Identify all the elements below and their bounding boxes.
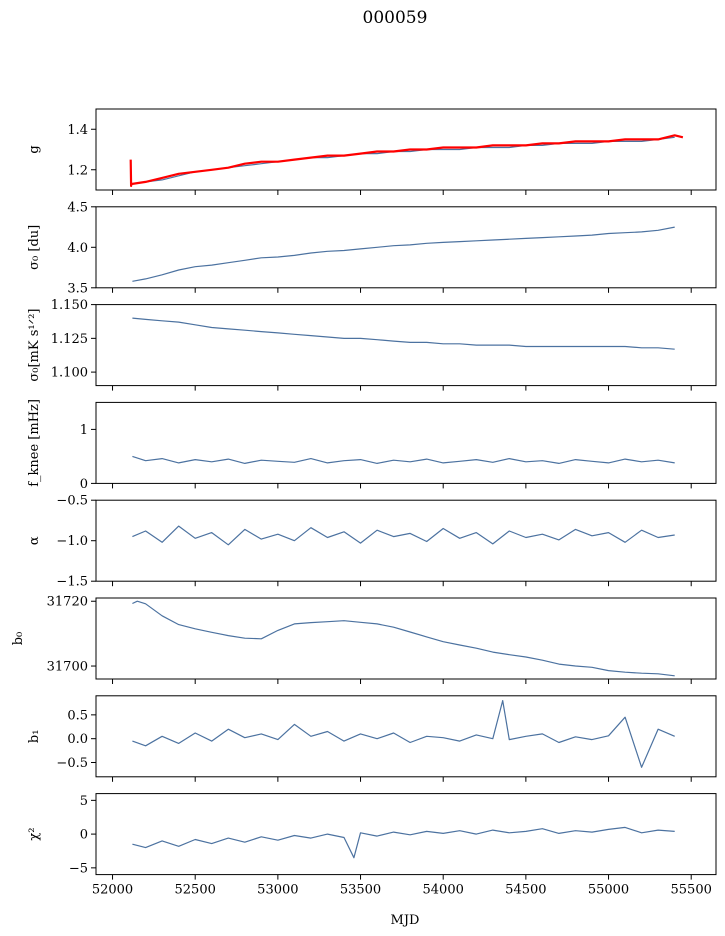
y-tick-label: 31720 (47, 595, 88, 610)
panel-1: 1.2 1.4 g (27, 108, 717, 195)
y-tick-label: 1.4 (67, 123, 88, 138)
panel-6: 31700 31720 b₀ (11, 595, 717, 684)
panel-8: −5 0 5 52000 52500 53000 53500 54000 54500 55000 5… (27, 793, 717, 898)
panel-7-y-axis-label: b₁ (27, 730, 42, 744)
panel-3-series-1 (132, 317, 675, 350)
x-tick-label: 55000 (588, 883, 629, 898)
y-tick-label: 1 (80, 423, 88, 438)
y-tick-label: 4.0 (67, 241, 88, 256)
panel-1-series-1 (132, 136, 675, 185)
y-tick-label: 1.125 (51, 332, 88, 347)
y-tick-label: 0.0 (67, 732, 88, 747)
panel-1-y-axis-label: g (27, 145, 42, 153)
panel-6-y-axis-label: b₀ (11, 632, 26, 646)
x-tick-label: 54000 (423, 883, 464, 898)
y-tick-label: 5 (80, 794, 88, 809)
panel-4-y-axis-label: f_knee [mHz] (27, 399, 42, 487)
x-tick-label: 52500 (175, 883, 216, 898)
panel-1-frame (95, 108, 717, 191)
panel-3-frame (95, 304, 717, 387)
y-tick-label: 1.2 (67, 163, 88, 178)
y-tick-label: 3.5 (67, 281, 88, 296)
panel-2: 3.5 4.0 4.5 σ₀ [du] (27, 200, 717, 296)
panel-8-series-1 (132, 826, 675, 859)
y-tick-label: 0 (80, 477, 88, 492)
panel-5: −1.5 −1.0 −0.5 α (27, 494, 717, 590)
panel-5-y-axis-label: α (27, 536, 42, 545)
panel-2-series-1 (132, 226, 675, 282)
x-tick-label: 55500 (671, 883, 712, 898)
y-tick-label: −1.5 (56, 575, 88, 590)
panel-3-y-axis-label: σ₀[mK s¹ᐟ²] (27, 309, 42, 382)
panels: 1.2 1.4 g 3.5 4.0 4.5 σ₀ [du] 1.100 1.125 1.150 σ₀… (11, 108, 717, 898)
panel-4-frame (95, 401, 717, 484)
panel-3: 1.100 1.125 1.150 σ₀[mK s¹ᐟ²] (27, 298, 717, 391)
y-tick-label: −5 (69, 861, 88, 876)
figure-title: 000059 (363, 8, 428, 28)
panel-1-series-2 (129, 134, 684, 187)
x-tick-label: 52000 (92, 883, 133, 898)
y-tick-label: 4.5 (67, 200, 88, 215)
x-tick-label: 53000 (257, 883, 298, 898)
panel-2-y-axis-label: σ₀ [du] (27, 225, 42, 270)
panel-7-series-1 (132, 700, 675, 768)
panel-5-series-1 (132, 525, 675, 546)
y-tick-label: 1.100 (51, 366, 88, 381)
y-tick-label: 1.150 (51, 298, 88, 313)
y-tick-label: 0 (80, 828, 88, 843)
x-tick-label: 54500 (505, 883, 546, 898)
y-tick-label: 0.5 (67, 708, 88, 723)
panel-2-frame (95, 206, 717, 289)
x-tick-label: 53500 (340, 883, 381, 898)
y-tick-label: −0.5 (56, 494, 88, 509)
panel-6-series-1 (132, 600, 675, 677)
panel-8-y-axis-label: χ² (27, 828, 42, 841)
panel-6-frame (95, 597, 717, 680)
y-tick-label: −0.5 (56, 756, 88, 771)
y-tick-label: −1.0 (56, 534, 88, 549)
x-axis-label: MJD (391, 913, 420, 928)
y-tick-label: 31700 (47, 660, 88, 675)
panel-4: 0 1 f_knee [mHz] (27, 399, 717, 492)
panel-4-series-1 (132, 455, 675, 464)
panel-7: −0.5 0.0 0.5 b₁ (27, 695, 717, 782)
panel-7-frame (95, 695, 717, 778)
